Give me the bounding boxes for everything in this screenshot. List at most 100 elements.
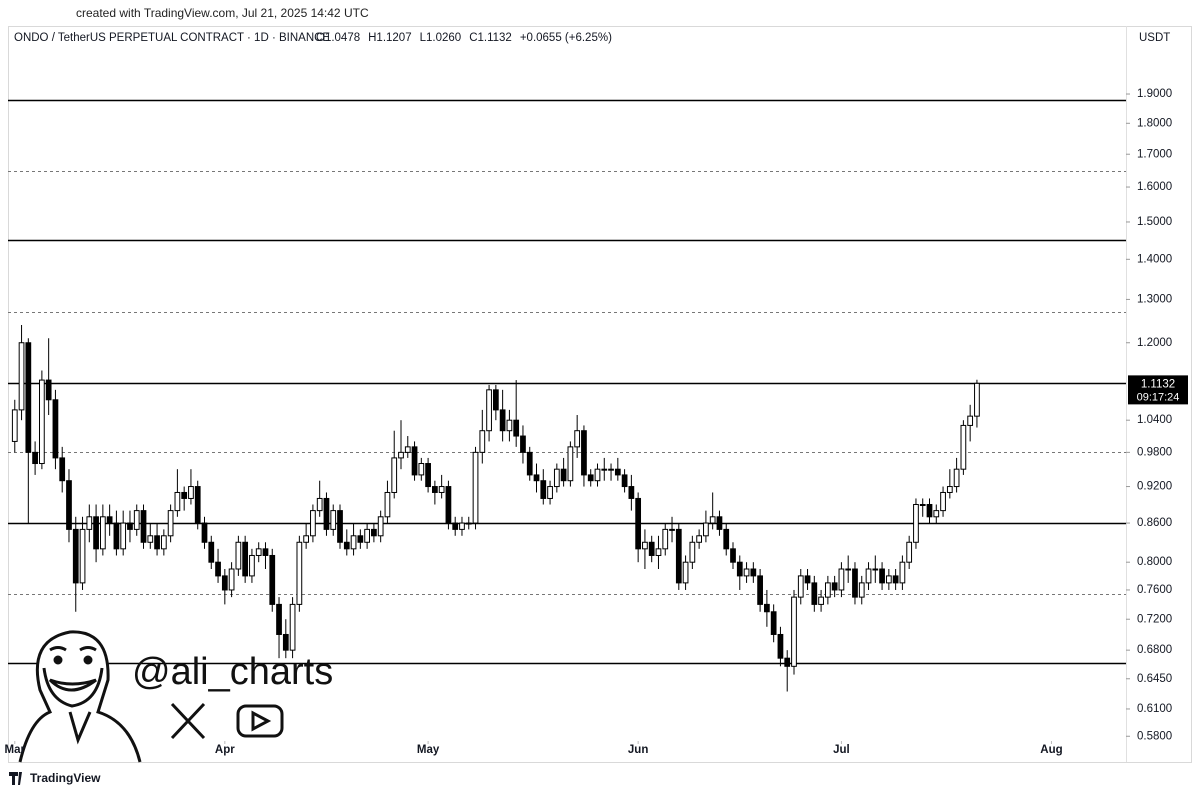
candle-body	[228, 568, 235, 591]
countdown: 09:17:24	[1137, 391, 1180, 403]
x-tick-label: Jul	[833, 744, 850, 756]
candle-body	[838, 568, 845, 591]
candle-body	[621, 474, 628, 488]
candle-body	[377, 516, 384, 537]
candle-body	[59, 457, 66, 482]
candle-body	[194, 486, 201, 524]
candle-body	[906, 541, 913, 563]
y-tick-label: 1.6000	[1137, 181, 1172, 193]
candle-body	[642, 541, 648, 550]
y-tick-label: 0.7200	[1137, 613, 1172, 625]
candle-body	[879, 568, 885, 584]
candle-body	[675, 528, 682, 584]
candle-body	[127, 522, 133, 530]
candle-body	[269, 554, 276, 605]
candle-body	[357, 535, 364, 543]
candle-body	[709, 516, 716, 524]
candle-body	[337, 510, 343, 543]
candle-body	[953, 468, 960, 488]
candle-body	[208, 541, 215, 563]
candle-body	[18, 342, 25, 411]
candle-body	[913, 503, 919, 543]
candle-body	[892, 575, 899, 584]
candle-body	[472, 451, 479, 524]
candle-body	[45, 379, 52, 401]
y-tick-label: 1.8000	[1137, 117, 1172, 129]
y-tick-label: 1.2000	[1137, 337, 1172, 349]
candle-body	[452, 522, 459, 530]
candle-body	[343, 541, 350, 550]
candle-body	[730, 548, 736, 563]
candle-body	[113, 522, 120, 550]
candle-body	[310, 510, 316, 537]
watermark: @ali_charts	[132, 651, 333, 693]
candle-body	[797, 575, 804, 598]
candle-body	[967, 415, 974, 426]
y-tick-label: 0.6450	[1137, 673, 1172, 685]
candle-body	[858, 582, 865, 598]
candle-body	[614, 468, 621, 476]
candle-body	[201, 522, 208, 543]
candle-body	[282, 633, 289, 651]
candle-body	[181, 491, 188, 499]
candle-body	[249, 554, 255, 577]
brand-logo	[9, 772, 22, 785]
candle-body	[425, 463, 431, 488]
x-tick-label: May	[417, 744, 440, 756]
ohlc-info: O1.0478 H1.1207 L1.0260 C1.1132 +0.0655 (+6.…	[316, 32, 612, 44]
y-tick-label: 0.6100	[1137, 703, 1172, 715]
candle-body	[872, 568, 879, 571]
candle-body	[66, 480, 72, 530]
candle-body	[933, 510, 940, 518]
candle-body	[919, 503, 926, 506]
candle-body	[689, 541, 696, 563]
candle-body	[25, 342, 32, 453]
ohlc-value: H1.1207	[368, 32, 411, 44]
candle-body	[188, 486, 194, 499]
candle-body	[716, 516, 723, 530]
candle-body	[811, 582, 818, 605]
candle-body	[824, 582, 831, 598]
candle-body	[296, 541, 303, 605]
candle-body	[79, 528, 86, 584]
candle-body	[221, 575, 228, 591]
candle-body	[743, 568, 750, 577]
candle-body	[106, 516, 113, 524]
candle-body	[757, 575, 763, 605]
y-tick-label: 1.7000	[1137, 148, 1172, 160]
y-tick-label: 1.3000	[1137, 293, 1172, 305]
candle-body	[865, 568, 872, 584]
candle-body	[364, 528, 370, 543]
candle-body	[486, 389, 492, 432]
candle-body	[960, 424, 967, 470]
last-price: 1.1132	[1141, 378, 1175, 390]
candle-body	[784, 657, 791, 667]
y-tick-label: 0.8000	[1137, 556, 1172, 568]
candle-body	[32, 451, 38, 465]
candle-body	[174, 491, 181, 512]
candle-body	[804, 575, 811, 584]
candle-body	[120, 522, 127, 550]
candle-body	[608, 468, 614, 471]
price-tag	[1128, 375, 1188, 405]
symbol-title: ONDO / TetherUS PERPETUAL CONTRACT · 1D …	[14, 32, 330, 44]
candle-body	[648, 541, 655, 556]
x-tick-label: Jun	[628, 744, 648, 756]
candle-body	[574, 430, 581, 448]
y-tick-label: 0.5800	[1137, 730, 1172, 742]
candle-body	[411, 446, 418, 476]
ohlc-value: L1.0260	[420, 32, 462, 44]
candle-body	[39, 379, 45, 465]
candle-body	[391, 457, 398, 493]
candle-body	[479, 430, 486, 453]
candle-body	[86, 516, 93, 530]
candle-body	[330, 510, 337, 530]
candle-body	[316, 497, 323, 512]
candle-body	[262, 548, 269, 556]
candle-body	[242, 541, 249, 577]
y-tick-label: 0.6800	[1137, 644, 1172, 656]
candle-body	[513, 419, 520, 437]
candle-body	[560, 468, 567, 482]
candle-body	[404, 446, 411, 453]
